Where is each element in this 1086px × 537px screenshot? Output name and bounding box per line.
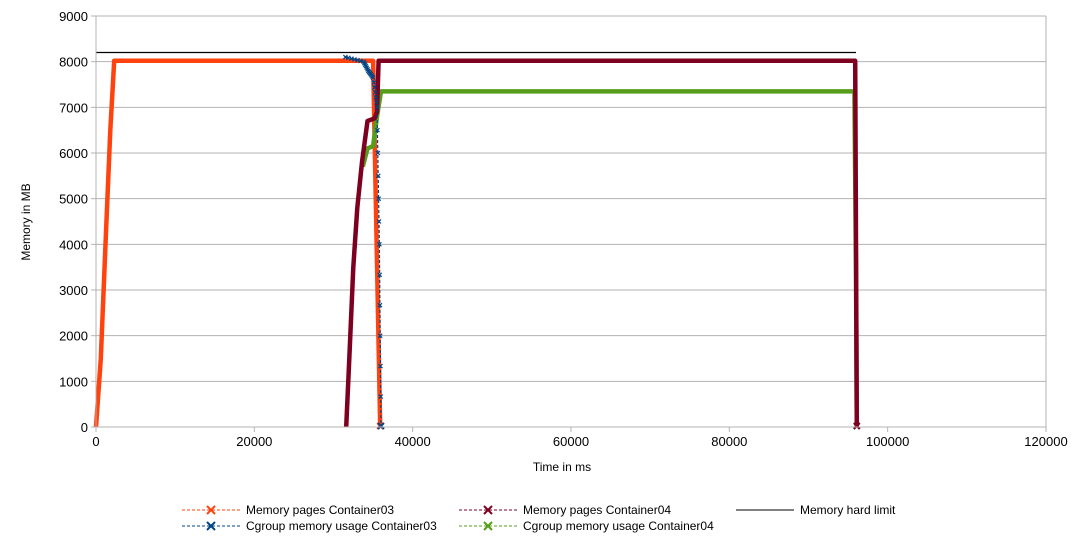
y-tick-label: 7000 bbox=[59, 100, 88, 115]
y-tick-label: 4000 bbox=[59, 237, 88, 252]
legend-label: Cgroup memory usage Container03 bbox=[246, 519, 437, 533]
data-point-marker bbox=[377, 302, 383, 308]
x-tick-label: 40000 bbox=[395, 434, 431, 449]
data-point-marker bbox=[373, 95, 379, 100]
data-point-marker bbox=[377, 333, 383, 339]
y-tick-label: 1000 bbox=[59, 374, 88, 389]
y-tick-label: 2000 bbox=[59, 329, 88, 344]
data-point-marker bbox=[373, 99, 379, 105]
data-point-marker bbox=[376, 241, 382, 247]
y-tick-label: 6000 bbox=[59, 146, 88, 161]
y-tick-label: 9000 bbox=[59, 9, 88, 24]
y-tick-label: 3000 bbox=[59, 283, 88, 298]
data-point-marker bbox=[374, 104, 380, 110]
legend-item: Cgroup memory usage Container04 bbox=[459, 519, 714, 533]
x-tick-label: 0 bbox=[92, 434, 99, 449]
legend-item: Memory pages Container03 bbox=[182, 503, 394, 517]
gridlines bbox=[96, 15, 1047, 428]
data-point-marker bbox=[853, 422, 861, 430]
legend: Memory pages Container03 Memory pages Con… bbox=[182, 503, 896, 533]
legend-marker bbox=[483, 521, 493, 531]
x-tick-label: 60000 bbox=[553, 434, 589, 449]
data-point-marker bbox=[375, 150, 381, 156]
series-line-memory-pages-container03 bbox=[93, 58, 383, 428]
legend-marker bbox=[206, 505, 216, 515]
data-point-marker bbox=[375, 173, 381, 179]
data-point-marker bbox=[371, 80, 377, 86]
data-point-marker bbox=[377, 272, 383, 278]
legend-label: Memory pages Container04 bbox=[523, 503, 671, 517]
x-axis-title: Time in ms bbox=[533, 460, 591, 474]
data-point-marker bbox=[378, 363, 383, 369]
y-tick-label: 0 bbox=[81, 420, 88, 435]
data-point-marker bbox=[378, 394, 384, 399]
legend-marker bbox=[483, 505, 493, 515]
series-line-cgroup-memory-usage-container04 bbox=[360, 89, 860, 428]
y-tick-label: 5000 bbox=[59, 192, 88, 207]
x-tick-label: 120000 bbox=[1024, 434, 1067, 449]
x-tick-label: 20000 bbox=[236, 434, 272, 449]
legend-item: Memory pages Container04 bbox=[459, 503, 671, 517]
y-tick-label: 8000 bbox=[59, 55, 88, 70]
axes: 0 1000 2000 3000 4000 5000 6000 7000 8000 9000 0 20… bbox=[59, 9, 1068, 449]
data-point-marker bbox=[375, 127, 380, 133]
legend-label: Memory pages Container03 bbox=[246, 503, 394, 517]
legend-item: Cgroup memory usage Container03 bbox=[182, 519, 437, 533]
legend-marker bbox=[206, 521, 216, 531]
x-tick-label: 80000 bbox=[711, 434, 747, 449]
plot-area bbox=[93, 51, 861, 430]
data-point-marker bbox=[371, 85, 377, 90]
series-line-memory-pages-container04 bbox=[343, 58, 860, 428]
y-axis-title: Memory in MB bbox=[19, 183, 33, 260]
data-point-marker bbox=[376, 196, 382, 202]
data-point-marker bbox=[377, 422, 385, 430]
data-point-marker bbox=[370, 75, 376, 81]
data-point-marker bbox=[372, 90, 378, 95]
legend-item: Memory hard limit bbox=[736, 503, 896, 517]
legend-label: Memory hard limit bbox=[800, 503, 896, 517]
data-point-marker bbox=[376, 219, 382, 224]
legend-label: Cgroup memory usage Container04 bbox=[523, 519, 714, 533]
x-tick-label: 100000 bbox=[866, 434, 909, 449]
